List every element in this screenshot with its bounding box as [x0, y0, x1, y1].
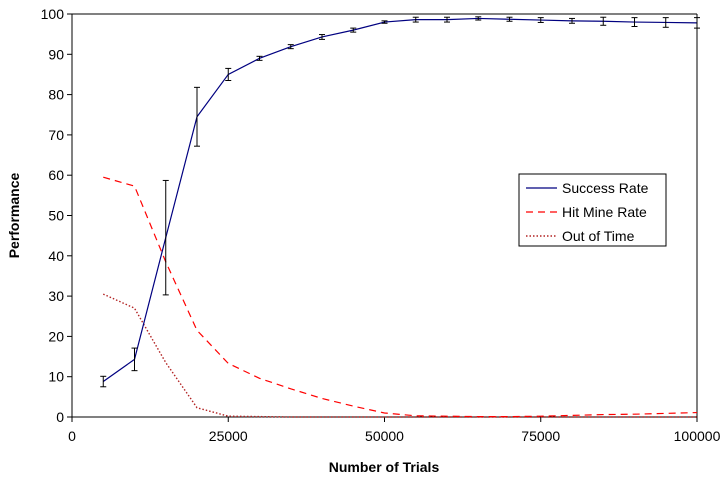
- series-line-out-of-time: [102, 293, 697, 418]
- y-tick-label: 20: [48, 328, 64, 344]
- y-axis-title: Performance: [6, 172, 22, 258]
- x-tick-label: 100000: [674, 428, 721, 444]
- legend-label-success-rate: Success Rate: [562, 180, 649, 196]
- legend-label-hit-mine-rate: Hit Mine Rate: [562, 204, 647, 220]
- legend: Success Rate Hit Mine Rate Out of Time: [518, 173, 667, 247]
- x-axis-title: Number of Trials: [329, 459, 440, 475]
- y-axis-ticks: 0 10 20 30 40 50 60 70 80 90 100: [41, 6, 72, 425]
- series-line-hit-mine-rate: [103, 176, 698, 418]
- x-tick-label: 50000: [365, 428, 404, 444]
- series-layer: [100, 16, 700, 418]
- y-tick-label: 60: [48, 167, 64, 183]
- legend-box: [518, 173, 667, 247]
- legend-label-out-of-time: Out of Time: [562, 228, 635, 244]
- y-tick-label: 80: [48, 87, 64, 103]
- y-tick-label: 40: [48, 248, 64, 264]
- y-tick-label: 70: [48, 127, 64, 143]
- y-tick-label: 100: [41, 6, 65, 22]
- y-tick-label: 10: [48, 369, 64, 385]
- x-tick-label: 75000: [521, 428, 560, 444]
- y-tick-label: 30: [48, 288, 64, 304]
- series-line-success-rate: [102, 17, 698, 383]
- plot-area: 0 10 20 30 40 50 60 70 80 90 100 0 25000 50000 75000 1…: [41, 6, 721, 444]
- x-tick-label: 0: [68, 428, 76, 444]
- y-tick-label: 0: [56, 409, 64, 425]
- x-axis-ticks: 0 25000 50000 75000 100000: [68, 417, 721, 444]
- y-tick-label: 50: [48, 208, 64, 224]
- y-tick-label: 90: [48, 46, 64, 62]
- x-tick-label: 25000: [209, 428, 248, 444]
